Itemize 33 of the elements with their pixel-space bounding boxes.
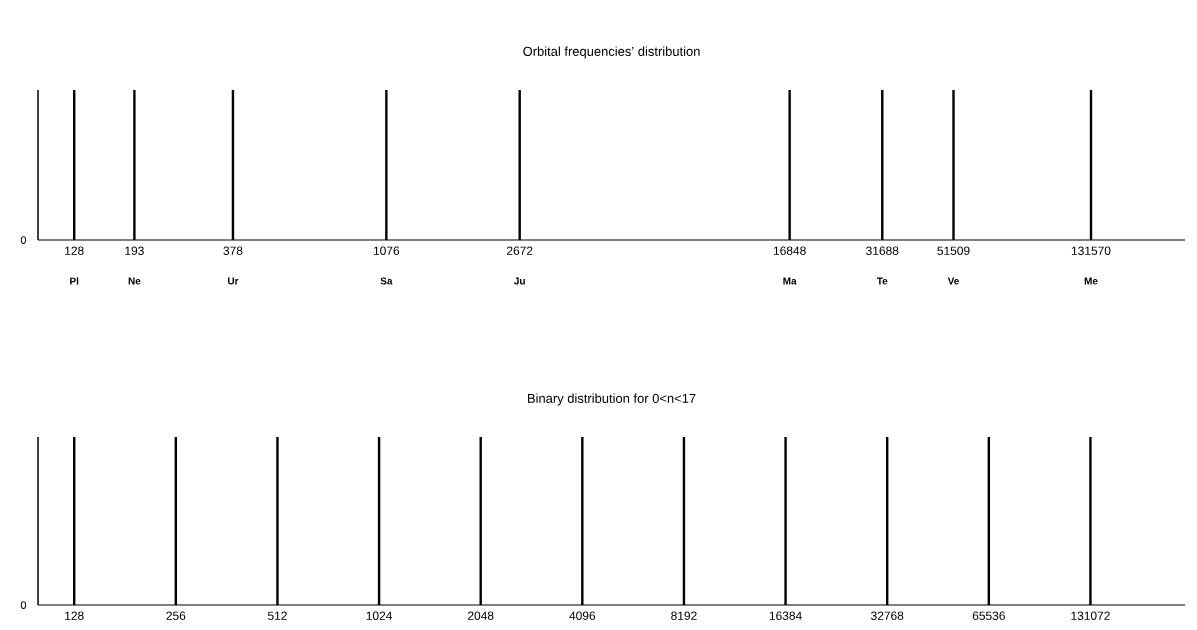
x-tick-label: 193 [125,246,144,255]
x-tick-label: 31688 [866,246,899,255]
x-tick-label: 32768 [871,611,904,620]
x-tick-label: 128 [65,246,84,255]
text: Me [1084,277,1098,285]
text: 0 [20,601,27,609]
x-tick-label: 65536 [972,611,1005,620]
text: Ne [128,277,141,285]
text: Sa [380,277,393,285]
x-tick-label: 4096 [569,611,596,620]
text: Ma [783,277,797,285]
x-tick-label: 2048 [468,611,494,620]
x-tick-label: 256 [166,611,186,620]
x-tick-label: 512 [267,611,287,620]
x-tick-label: 16848 [773,246,806,255]
text: Ur [228,277,239,285]
x-tick-label: 378 [223,246,243,255]
x-tick-label: 51509 [937,246,970,255]
x-tick-label: 8192 [671,611,697,620]
text: Pl [70,277,79,285]
x-tick-label: 16384 [769,611,802,620]
x-tick-label: 1024 [366,611,393,620]
chart-title: Binary distribution for 0<n<17 [528,393,696,406]
text: 0 [20,236,27,244]
x-tick-label: 2672 [506,246,533,255]
text: Te [876,277,888,285]
x-tick-label: 131072 [1071,611,1110,620]
x-tick-label: 128 [65,611,84,620]
x-tick-label: 1076 [373,246,400,255]
chart-title: Orbital frequencies’ distribution [523,46,700,59]
text: Ju [514,277,525,285]
text: Ve [947,277,959,285]
x-tick-label: 131570 [1071,246,1111,255]
